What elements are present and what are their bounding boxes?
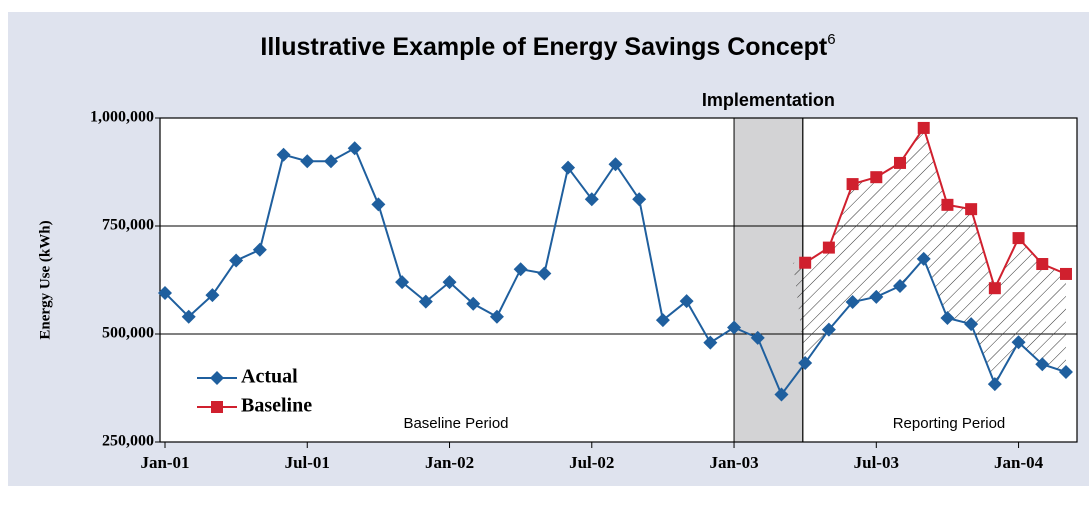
legend-marker [210, 371, 224, 385]
point [821, 322, 836, 337]
point [894, 156, 907, 169]
point [869, 289, 884, 304]
point [1035, 357, 1050, 372]
x-tick-label: Jul-02 [569, 453, 614, 472]
point [916, 251, 931, 266]
point [822, 241, 835, 254]
legend-label: Actual [241, 366, 298, 388]
point [845, 295, 860, 310]
x-tick-label: Jan-04 [994, 453, 1044, 472]
annotation: Implementation [702, 90, 835, 110]
point [395, 275, 410, 290]
point [300, 154, 315, 169]
point [940, 311, 955, 326]
implementation-band [733, 117, 804, 443]
point [964, 317, 979, 332]
point [561, 160, 576, 175]
point [988, 282, 1001, 295]
point [893, 279, 908, 294]
x-tick-label: Jan-02 [425, 453, 474, 472]
point [466, 296, 481, 311]
x-tick-label: Jan-01 [140, 453, 189, 472]
point [870, 171, 883, 184]
point [158, 285, 172, 300]
point [513, 262, 528, 277]
point [917, 121, 930, 134]
point [655, 313, 670, 328]
point [323, 154, 338, 169]
point [537, 266, 552, 281]
y-tick-label: 500,000 [102, 325, 154, 342]
point [965, 203, 978, 216]
point [584, 192, 599, 207]
point [229, 253, 244, 268]
point [1012, 232, 1025, 245]
legend-label: Baseline [241, 395, 312, 417]
x-tick-label: Jul-01 [285, 453, 330, 472]
point [181, 309, 196, 324]
point [418, 294, 433, 309]
annotation: Reporting Period [893, 415, 1006, 432]
point [1059, 267, 1072, 280]
point [703, 335, 718, 350]
plot-border [159, 117, 1078, 443]
point [1036, 258, 1049, 271]
point [727, 320, 742, 335]
x-tick-label: Jul-03 [854, 453, 899, 472]
point [798, 355, 813, 370]
point [608, 157, 623, 172]
point [442, 275, 457, 290]
point [774, 387, 789, 402]
y-axis-label: Energy Use (kWh) [37, 220, 53, 339]
y-tick-label: 250,000 [102, 433, 154, 450]
point [205, 288, 220, 303]
point [276, 147, 291, 162]
point [489, 309, 504, 324]
point [252, 242, 267, 257]
point [632, 192, 647, 207]
point [1058, 365, 1073, 380]
point [347, 141, 362, 156]
point [1011, 335, 1026, 350]
legend-marker [211, 401, 223, 413]
point [941, 198, 954, 211]
savings-area [793, 127, 1066, 385]
point [679, 294, 694, 309]
x-tick-label: Jan-03 [709, 453, 758, 472]
y-tick-label: 750,000 [102, 217, 154, 234]
point [750, 330, 765, 345]
point [846, 178, 859, 191]
point [987, 377, 1002, 392]
point [371, 197, 386, 212]
annotation: Baseline Period [403, 415, 508, 432]
chart-title: Illustrative Example of Energy Savings C… [260, 31, 835, 61]
y-tick-label: 1,000,000 [90, 109, 154, 126]
point [799, 256, 812, 269]
